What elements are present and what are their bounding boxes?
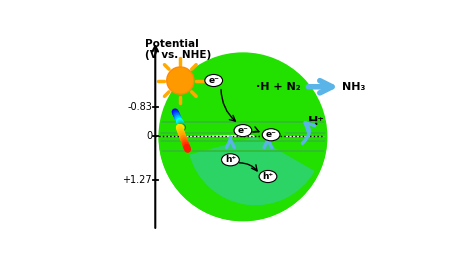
Ellipse shape bbox=[221, 154, 239, 166]
Text: H⁺: H⁺ bbox=[308, 115, 325, 128]
Text: -0.83: -0.83 bbox=[128, 102, 152, 112]
Ellipse shape bbox=[234, 125, 252, 137]
Text: Potential
(V vs. NHE): Potential (V vs. NHE) bbox=[145, 39, 211, 60]
Text: h⁺: h⁺ bbox=[263, 172, 273, 181]
Text: h⁺: h⁺ bbox=[225, 155, 236, 164]
Wedge shape bbox=[189, 137, 315, 205]
Ellipse shape bbox=[262, 129, 280, 141]
Polygon shape bbox=[159, 53, 327, 137]
Text: e⁻: e⁻ bbox=[265, 130, 276, 139]
Text: 0: 0 bbox=[146, 131, 152, 141]
Text: NH₃: NH₃ bbox=[342, 82, 365, 92]
Ellipse shape bbox=[259, 170, 277, 183]
Ellipse shape bbox=[254, 130, 287, 140]
Circle shape bbox=[167, 67, 194, 94]
Text: e⁻: e⁻ bbox=[237, 126, 248, 135]
Text: e⁻: e⁻ bbox=[208, 76, 219, 85]
Text: ·H + N₂: ·H + N₂ bbox=[255, 82, 301, 92]
Text: +1.27: +1.27 bbox=[122, 175, 152, 185]
Ellipse shape bbox=[205, 75, 223, 86]
